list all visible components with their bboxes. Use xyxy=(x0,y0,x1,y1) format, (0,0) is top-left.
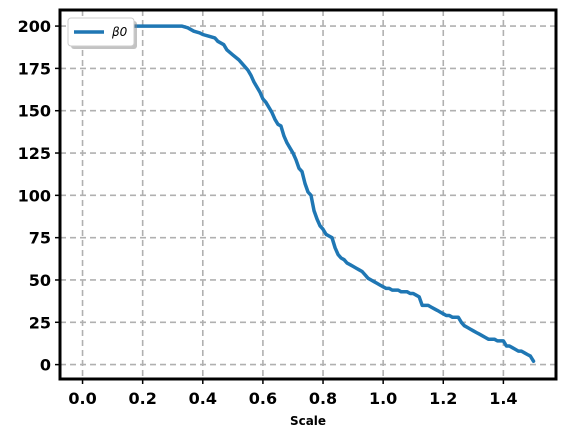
y-tick-label: 50 xyxy=(29,271,51,290)
x-tick-label: 1.2 xyxy=(429,389,457,408)
x-tick-label: 0.4 xyxy=(189,389,217,408)
y-tick-label: 25 xyxy=(29,313,51,332)
x-tick-label: 0.0 xyxy=(68,389,96,408)
x-tick-label: 0.8 xyxy=(309,389,337,408)
y-tick-label: 0 xyxy=(40,356,51,375)
plot-frame xyxy=(58,8,558,381)
y-tick-label: 125 xyxy=(18,144,51,163)
y-axis: 0 25 50 75 100 125 150 175 200 xyxy=(18,17,60,375)
y-tick-label: 150 xyxy=(18,102,51,121)
x-tick-label: 1.4 xyxy=(489,389,517,408)
x-tick-label: 0.6 xyxy=(249,389,277,408)
y-tick-label: 100 xyxy=(18,186,51,205)
y-tick-label: 175 xyxy=(18,59,51,78)
x-tick-label: 0.2 xyxy=(128,389,156,408)
legend-label: β0 xyxy=(111,25,128,39)
y-tick-label: 200 xyxy=(18,17,51,36)
series-layer xyxy=(80,24,536,363)
grid xyxy=(60,10,556,379)
legend: β0 xyxy=(67,17,137,49)
series-line xyxy=(80,24,536,363)
x-axis-label: Scale xyxy=(290,414,326,428)
x-tick-label: 1.0 xyxy=(369,389,397,408)
x-axis: 0.0 0.2 0.4 0.6 0.8 1.0 1.2 1.4 xyxy=(68,379,518,408)
y-tick-label: 75 xyxy=(29,229,51,248)
